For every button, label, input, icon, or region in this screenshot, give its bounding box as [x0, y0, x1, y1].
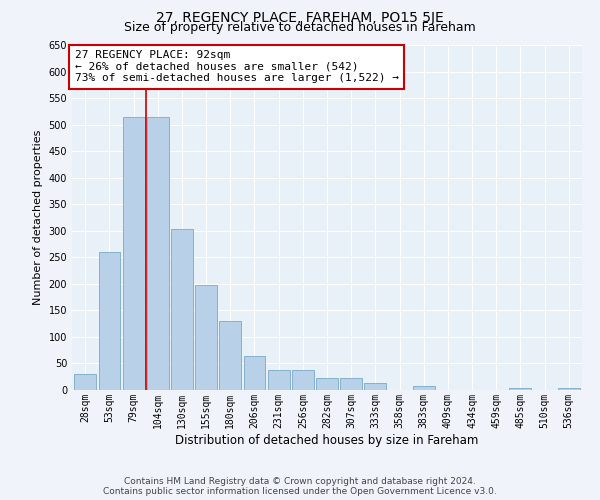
Text: Contains HM Land Registry data © Crown copyright and database right 2024.
Contai: Contains HM Land Registry data © Crown c… — [103, 476, 497, 496]
Bar — [195, 286, 217, 390]
Bar — [509, 388, 531, 390]
Text: Size of property relative to detached houses in Fareham: Size of property relative to detached ho… — [124, 21, 476, 34]
Y-axis label: Number of detached properties: Number of detached properties — [33, 130, 43, 305]
Bar — [244, 356, 265, 390]
Bar — [292, 370, 314, 390]
Bar — [171, 229, 193, 390]
Bar — [413, 386, 434, 390]
Bar — [74, 374, 96, 390]
Bar — [268, 370, 290, 390]
Bar — [340, 378, 362, 390]
Text: 27, REGENCY PLACE, FAREHAM, PO15 5JE: 27, REGENCY PLACE, FAREHAM, PO15 5JE — [156, 11, 444, 25]
Bar — [316, 378, 338, 390]
Bar — [123, 116, 145, 390]
Bar — [220, 321, 241, 390]
Bar — [558, 388, 580, 390]
Text: 27 REGENCY PLACE: 92sqm
← 26% of detached houses are smaller (542)
73% of semi-d: 27 REGENCY PLACE: 92sqm ← 26% of detache… — [74, 50, 398, 84]
Bar — [98, 252, 121, 390]
Bar — [364, 382, 386, 390]
X-axis label: Distribution of detached houses by size in Fareham: Distribution of detached houses by size … — [175, 434, 479, 446]
Bar — [147, 116, 169, 390]
